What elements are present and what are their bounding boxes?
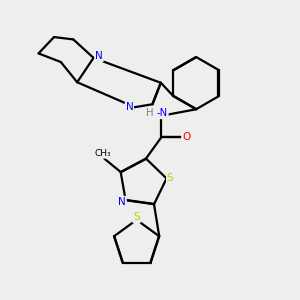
Text: S: S [167, 173, 173, 184]
Text: N: N [118, 197, 126, 207]
Text: S: S [133, 212, 140, 223]
Text: H: H [146, 108, 154, 118]
Text: N: N [126, 102, 133, 112]
Text: O: O [182, 132, 190, 142]
Text: -N: -N [157, 108, 168, 118]
Text: CH₃: CH₃ [94, 149, 111, 158]
Text: N: N [95, 51, 103, 62]
